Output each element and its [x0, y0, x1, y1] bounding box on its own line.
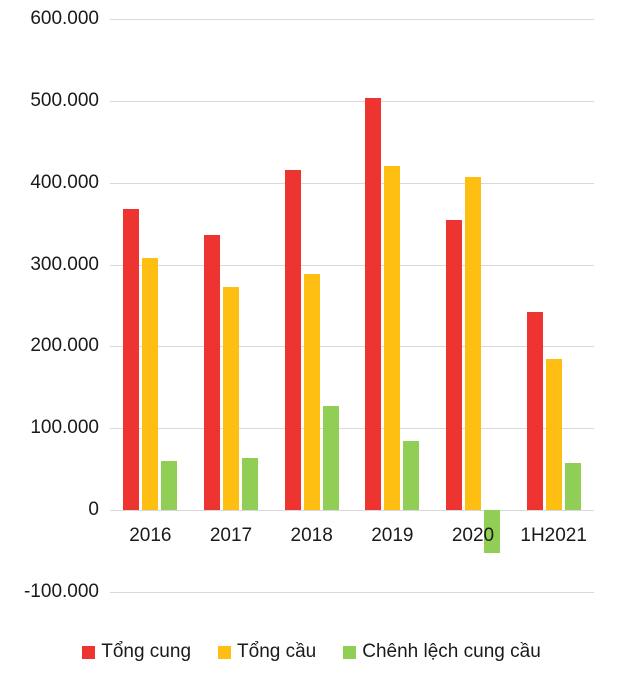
gridline-100.000 — [110, 428, 594, 430]
legend-item-chenh-lech: Chênh lệch cung cầu — [343, 641, 541, 663]
gridline-400.000 — [110, 182, 594, 184]
bar-tong-cung-2020 — [445, 219, 462, 511]
bar-chenh-lech-2019 — [403, 441, 420, 511]
bar-tong-cau-2016 — [142, 258, 159, 511]
legend-label: Tổng cầu — [237, 641, 317, 662]
x-tick-label-2019: 2019 — [371, 525, 414, 547]
y-tick-label: 400.000 — [30, 171, 99, 193]
gridline--100.000 — [110, 592, 594, 593]
y-tick-label: 500.000 — [30, 89, 99, 111]
legend-swatch-icon — [343, 645, 357, 659]
bar-group-2020 — [433, 19, 514, 592]
bar-group-2016 — [110, 19, 191, 592]
gridline-0 — [110, 510, 594, 512]
legend: Tổng cung Tổng cầu Chênh lệch cung cầu — [0, 641, 623, 663]
bar-tong-cung-1H2021 — [526, 312, 543, 511]
y-tick-label: 300.000 — [30, 253, 99, 275]
bar-chenh-lech-2020 — [483, 510, 500, 553]
bar-tong-cung-2016 — [123, 208, 140, 511]
x-tick-label-2018: 2018 — [290, 525, 333, 547]
bar-chenh-lech-2018 — [322, 406, 339, 511]
gridline-200.000 — [110, 346, 594, 348]
bar-group-2019 — [352, 19, 433, 592]
x-tick-label-2016: 2016 — [129, 525, 172, 547]
gridline-600.000 — [110, 19, 594, 20]
y-tick-label: 600.000 — [30, 8, 99, 29]
x-tick-label-2020: 2020 — [451, 525, 495, 547]
legend-label: Chênh lệch cung cầu — [362, 641, 541, 662]
bar-chenh-lech-2016 — [161, 461, 178, 511]
x-tick-label-1H2021: 1H2021 — [520, 525, 587, 547]
legend-item-tong-cau: Tổng cầu — [218, 641, 316, 663]
bar-tong-cung-2017 — [203, 235, 220, 511]
bar-chenh-lech-1H2021 — [564, 463, 581, 511]
y-tick-label: 100.000 — [30, 417, 99, 439]
bar-chenh-lech-2017 — [241, 457, 258, 511]
bar-group-1H2021 — [513, 19, 594, 592]
legend-swatch-icon — [82, 645, 96, 659]
y-tick-label: 200.000 — [30, 335, 99, 357]
legend-item-tong-cung: Tổng cung — [82, 641, 191, 663]
bar-tong-cau-2017 — [222, 287, 239, 511]
bar-tong-cau-2018 — [303, 274, 320, 511]
bar-group-2017 — [191, 19, 272, 592]
y-tick-label: -100.000 — [23, 581, 99, 602]
bar-tong-cung-2018 — [284, 170, 301, 511]
bar-group-2018 — [271, 19, 352, 592]
bar-tong-cau-2020 — [464, 176, 481, 511]
legend-swatch-icon — [218, 645, 232, 659]
legend-label: Tổng cung — [101, 641, 192, 662]
bar-tong-cau-1H2021 — [545, 358, 562, 511]
plot-area — [110, 19, 594, 593]
x-tick-label-2017: 2017 — [209, 525, 253, 547]
gridline-300.000 — [110, 264, 594, 266]
bar-tong-cung-2019 — [365, 97, 382, 511]
y-tick-label: 0 — [88, 499, 99, 521]
bar-tong-cau-2019 — [384, 166, 401, 511]
gridline-500.000 — [110, 100, 594, 102]
